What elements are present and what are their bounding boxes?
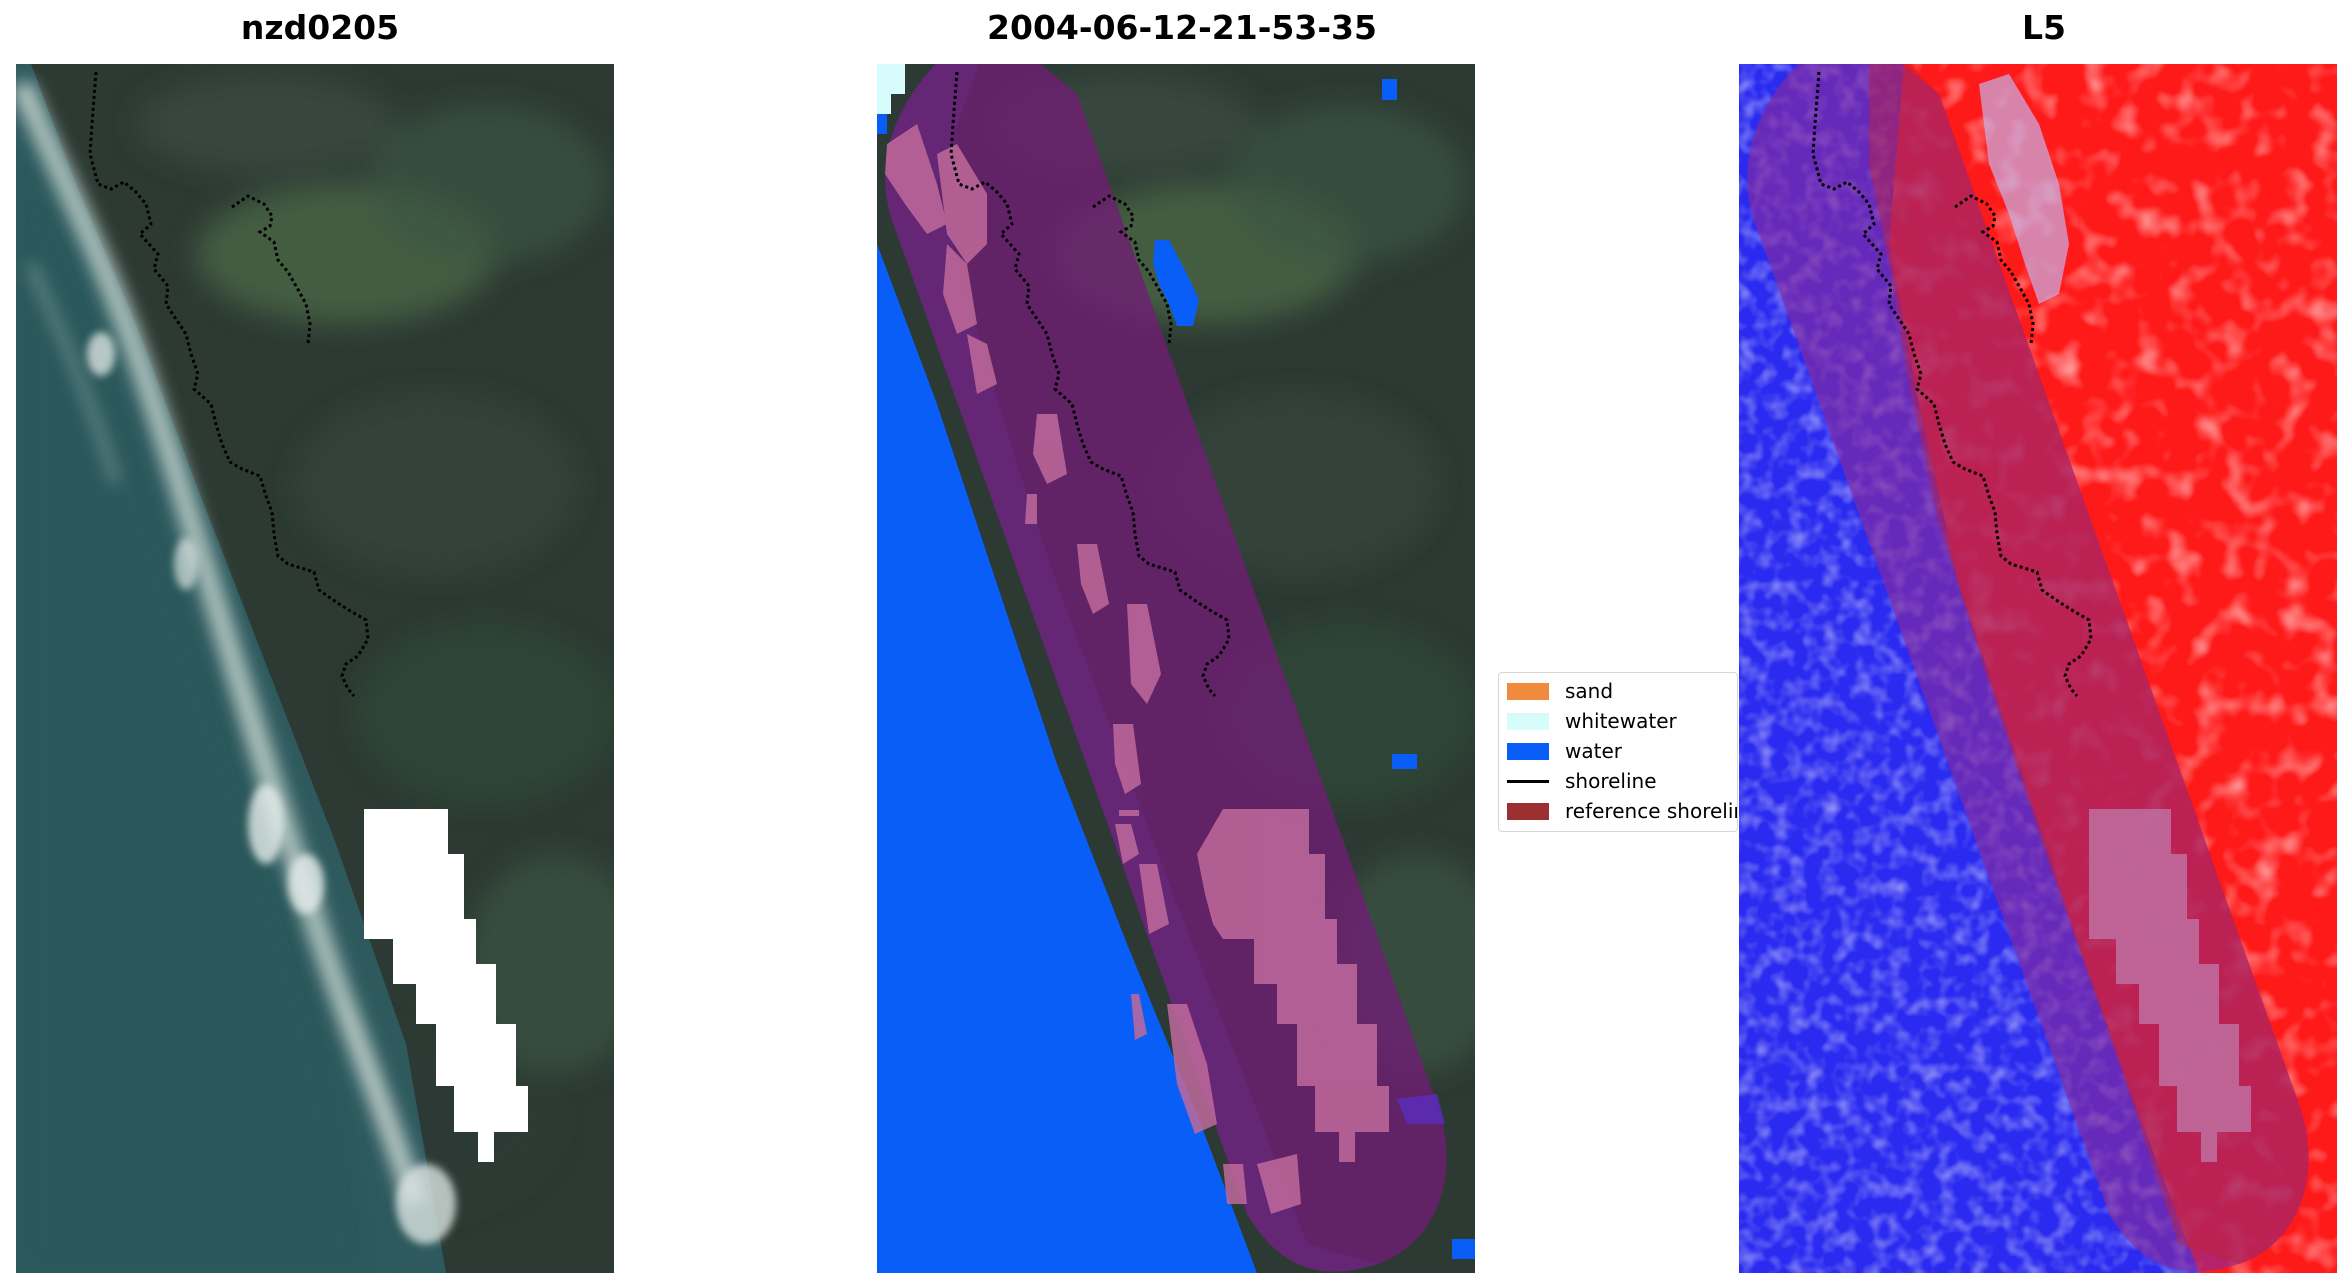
legend-item-sand: sand bbox=[1507, 678, 1613, 704]
shoreline-line-inlet bbox=[1954, 194, 2035, 345]
legend-swatch-sand bbox=[1507, 682, 1549, 700]
panel-title-rgb: nzd0205 bbox=[240, 8, 400, 47]
rgb-image-panel bbox=[16, 64, 614, 1273]
legend-label: reference shoreline buffer bbox=[1565, 799, 1737, 823]
legend-item-reference-shoreline: reference shoreline buffer bbox=[1507, 798, 1737, 824]
classification-panel bbox=[877, 64, 1475, 1273]
legend-item-shoreline: shoreline bbox=[1507, 768, 1657, 794]
cloud-mask bbox=[2089, 809, 2251, 1162]
shoreline-line-inlet bbox=[1092, 194, 1173, 345]
legend-label: shoreline bbox=[1565, 769, 1657, 793]
legend-line-shoreline bbox=[1507, 779, 1549, 783]
shoreline-line bbox=[88, 71, 370, 697]
panel-title-classification: 2004-06-12-21-53-35 bbox=[987, 8, 1377, 47]
cloud-mask bbox=[364, 809, 528, 1162]
shoreline-line-inlet bbox=[231, 194, 312, 345]
legend-swatch-reference-shoreline bbox=[1507, 802, 1549, 820]
legend-item-whitewater: whitewater bbox=[1507, 708, 1677, 734]
classification-image bbox=[877, 64, 1475, 1273]
index-panel bbox=[1739, 64, 2337, 1273]
shoreline-line bbox=[949, 71, 1231, 697]
legend-label: water bbox=[1565, 739, 1622, 763]
rgb-image bbox=[16, 64, 614, 1273]
legend-swatch-water bbox=[1507, 742, 1549, 760]
legend-label: sand bbox=[1565, 679, 1614, 703]
legend: sand whitewater water shoreline referenc… bbox=[1498, 672, 1738, 832]
legend-swatch-whitewater bbox=[1507, 712, 1549, 730]
index-image bbox=[1739, 64, 2337, 1273]
panel-title-index: L5 bbox=[2022, 8, 2066, 47]
legend-item-water: water bbox=[1507, 738, 1622, 764]
shoreline-line bbox=[1811, 71, 2093, 697]
legend-label: whitewater bbox=[1565, 709, 1677, 733]
